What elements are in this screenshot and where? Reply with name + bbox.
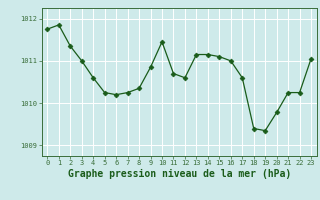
X-axis label: Graphe pression niveau de la mer (hPa): Graphe pression niveau de la mer (hPa) <box>68 169 291 179</box>
